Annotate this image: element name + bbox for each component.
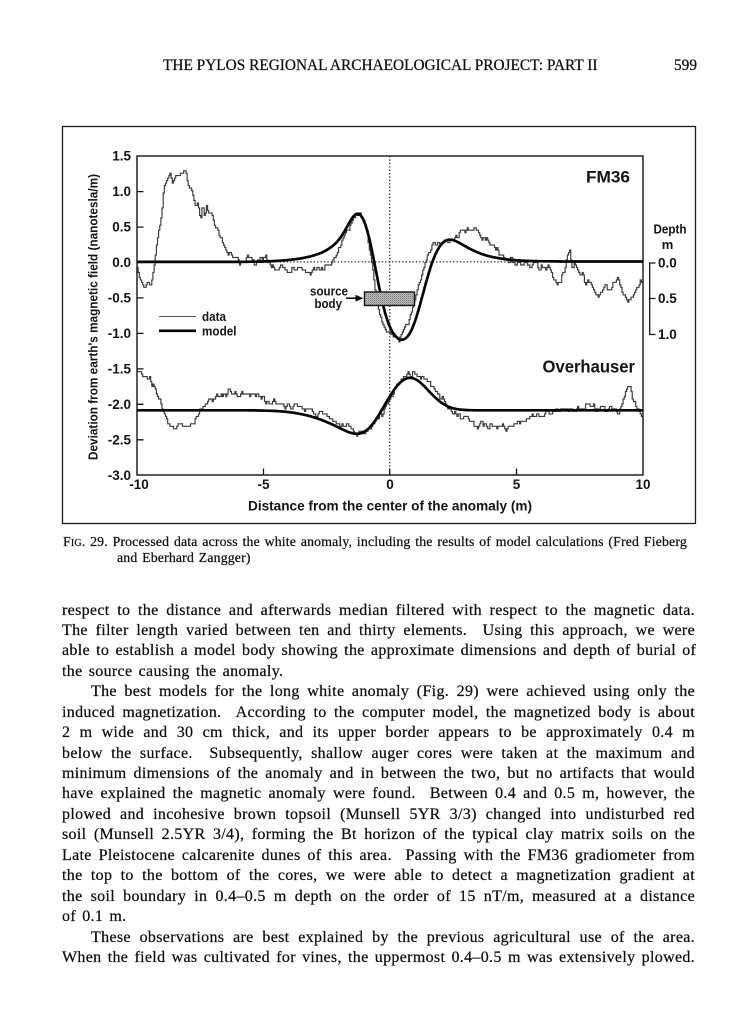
- svg-text:Deviation from earth's magneti: Deviation from earth's magnetic field (n…: [86, 174, 101, 460]
- svg-text:-1.0: -1.0: [108, 326, 131, 341]
- svg-text:Depth: Depth: [654, 222, 687, 237]
- svg-text:0: 0: [386, 477, 394, 492]
- svg-text:source: source: [310, 284, 348, 299]
- svg-text:0.0: 0.0: [658, 256, 677, 271]
- svg-text:1.0: 1.0: [112, 184, 131, 199]
- svg-text:m: m: [662, 237, 674, 252]
- svg-text:Overhauser: Overhauser: [543, 357, 636, 377]
- svg-text:-0.5: -0.5: [108, 291, 132, 306]
- svg-text:5: 5: [513, 477, 521, 492]
- svg-text:-3.0: -3.0: [108, 468, 131, 483]
- svg-text:Distance from the center of th: Distance from the center of the anomaly …: [248, 499, 532, 514]
- svg-text:1.0: 1.0: [658, 327, 677, 342]
- svg-text:0.5: 0.5: [112, 220, 131, 235]
- svg-text:0.5: 0.5: [658, 291, 677, 306]
- svg-text:model: model: [202, 325, 237, 339]
- svg-text:-2.5: -2.5: [108, 432, 132, 447]
- svg-text:-2.0: -2.0: [108, 397, 131, 412]
- svg-text:body: body: [315, 296, 343, 311]
- svg-text:10: 10: [635, 477, 650, 492]
- svg-text:0.0: 0.0: [112, 255, 131, 270]
- svg-text:-10: -10: [129, 477, 149, 492]
- svg-text:1.5: 1.5: [112, 149, 131, 164]
- svg-text:data: data: [202, 310, 227, 324]
- svg-text:-1.5: -1.5: [108, 362, 132, 377]
- svg-text:-5: -5: [257, 477, 269, 492]
- svg-text:FM36: FM36: [586, 169, 630, 187]
